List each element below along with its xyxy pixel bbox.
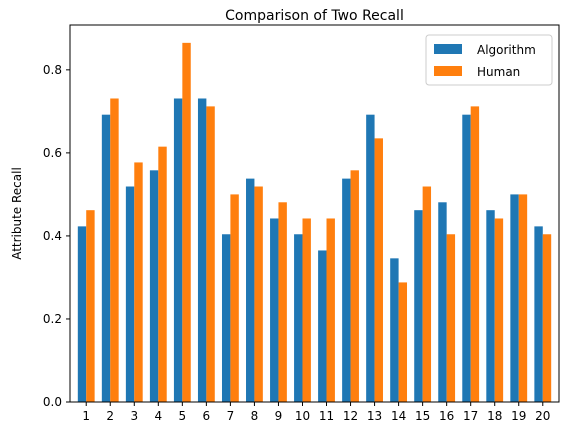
- bar-algorithm-6: [197, 98, 207, 403]
- bar-human-16: [446, 234, 456, 402]
- x-tick-label: 13: [367, 409, 382, 423]
- x-tick-label: 19: [511, 409, 526, 423]
- chart-title: Comparison of Two Recall: [225, 8, 404, 24]
- bar-algorithm-10: [294, 234, 303, 402]
- bar-human-13: [374, 138, 383, 402]
- bar-algorithm-7: [221, 234, 231, 402]
- y-tick-label: 0.6: [43, 146, 62, 160]
- bar-human-15: [422, 186, 432, 402]
- x-tick-label: 15: [415, 409, 430, 423]
- bar-human-7: [230, 194, 239, 402]
- bar-human-9: [278, 202, 287, 402]
- x-tick-label: 2: [106, 409, 114, 423]
- bar-human-17: [470, 106, 480, 402]
- bar-algorithm-16: [438, 202, 447, 402]
- bar-human-4: [158, 146, 167, 402]
- x-tick-label: 20: [535, 409, 550, 423]
- bar-algorithm-5: [173, 98, 183, 403]
- bar-algorithm-18: [486, 210, 495, 402]
- y-tick-label: 0.0: [43, 395, 62, 409]
- bar-human-10: [302, 218, 311, 402]
- x-tick-label: 7: [227, 409, 235, 423]
- bar-algorithm-12: [342, 178, 351, 402]
- bar-algorithm-17: [462, 114, 471, 403]
- bar-human-6: [206, 106, 215, 402]
- x-tick-label: 5: [179, 409, 187, 423]
- legend-swatch-algorithm: [434, 44, 462, 54]
- x-tick-label: 4: [154, 409, 162, 423]
- bar-algorithm-9: [270, 218, 279, 402]
- bar-human-12: [350, 170, 359, 402]
- x-axis: 1 2 3 4 5 6 7 8 9 10 11 12 13 14 15 16 17 18 19 20: [82, 402, 550, 423]
- bar-algorithm-19: [510, 194, 519, 402]
- x-tick-label: 3: [130, 409, 138, 423]
- bar-human-3: [134, 162, 143, 402]
- bar-human-18: [494, 218, 504, 402]
- bar-algorithm-15: [414, 210, 423, 402]
- bar-human-14: [398, 282, 408, 402]
- bar-algorithm-20: [534, 226, 543, 402]
- bar-human-5: [182, 42, 191, 402]
- bar-human-8: [254, 186, 263, 402]
- x-tick-label: 10: [295, 409, 310, 423]
- bar-algorithm-14: [390, 258, 399, 402]
- x-tick-label: 11: [319, 409, 334, 423]
- x-tick-label: 1: [82, 409, 90, 423]
- legend: Algorithm Human: [425, 34, 553, 86]
- y-axis-label: Attribute Recall: [10, 167, 24, 260]
- x-tick-label: 14: [391, 409, 406, 423]
- y-axis: 0.0 0.2 0.4 0.6 0.8: [43, 63, 70, 409]
- bars-layer: [77, 42, 552, 403]
- bar-algorithm-1: [77, 226, 87, 402]
- bar-algorithm-8: [246, 178, 255, 402]
- bar-algorithm-2: [101, 114, 111, 403]
- legend-swatch-human: [434, 66, 462, 76]
- x-tick-label: 18: [487, 409, 502, 423]
- x-tick-label: 9: [275, 409, 283, 423]
- x-tick-label: 17: [463, 409, 478, 423]
- x-tick-label: 6: [203, 409, 211, 423]
- plot-frame: [69, 24, 560, 403]
- bar-algorithm-13: [366, 114, 375, 403]
- bar-algorithm-4: [149, 170, 159, 402]
- bar-algorithm-11: [318, 250, 327, 402]
- legend-label-algorithm: Algorithm: [477, 43, 536, 57]
- bar-human-20: [542, 234, 552, 402]
- legend-label-human: Human: [477, 65, 520, 79]
- y-tick-label: 0.4: [43, 229, 62, 243]
- bar-human-1: [86, 210, 95, 402]
- x-tick-label: 16: [439, 409, 454, 423]
- x-tick-label: 8: [251, 409, 259, 423]
- bar-human-19: [518, 194, 528, 402]
- x-tick-label: 12: [343, 409, 358, 423]
- y-tick-label: 0.2: [43, 312, 62, 326]
- y-tick-label: 0.8: [43, 63, 62, 77]
- bar-algorithm-3: [125, 186, 135, 402]
- bar-human-11: [326, 218, 335, 402]
- bar-human-2: [110, 98, 119, 403]
